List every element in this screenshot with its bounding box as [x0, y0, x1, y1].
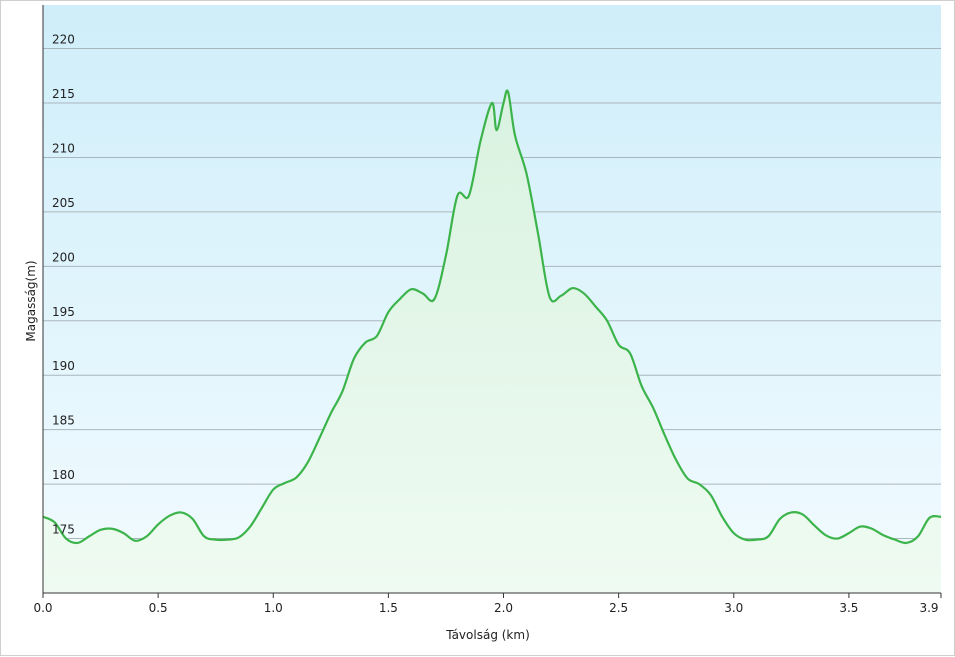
- x-tick-label: 2.5: [609, 601, 628, 615]
- y-tick-label: 175: [52, 523, 75, 537]
- x-tick-label: 0.5: [149, 601, 168, 615]
- x-tick-label: 1.0: [264, 601, 283, 615]
- x-axis-label: Távolság (km): [445, 628, 530, 642]
- x-tick-label: 2.0: [494, 601, 513, 615]
- y-tick-label: 220: [52, 33, 75, 47]
- y-tick-label: 190: [52, 359, 75, 373]
- x-tick-label: 1.5: [379, 601, 398, 615]
- x-tick-labels: 0.0 0.5 1.0 1.5 2.0 2.5 3.0 3.5 3.9: [33, 593, 942, 615]
- elevation-area: [43, 90, 941, 594]
- y-tick-label: 200: [52, 250, 75, 264]
- y-tick-label: 185: [52, 414, 75, 428]
- y-tick-label: 205: [52, 196, 75, 210]
- x-tick-label: 3.5: [839, 601, 858, 615]
- elevation-line: [42, 89, 942, 545]
- x-tick-label: 3.9: [919, 601, 938, 615]
- x-tick-label: 3.0: [724, 601, 743, 615]
- y-tick-label: 215: [52, 87, 75, 101]
- y-tick-label: 195: [52, 305, 75, 319]
- y-tick-label: 210: [52, 141, 75, 155]
- y-tick-labels: 175 180 185 190 195 200 205 210 215 220: [52, 33, 75, 537]
- y-axis-label: Magasság(m): [24, 260, 38, 341]
- x-tick-label: 0.0: [33, 601, 52, 615]
- y-tick-label: 180: [52, 468, 75, 482]
